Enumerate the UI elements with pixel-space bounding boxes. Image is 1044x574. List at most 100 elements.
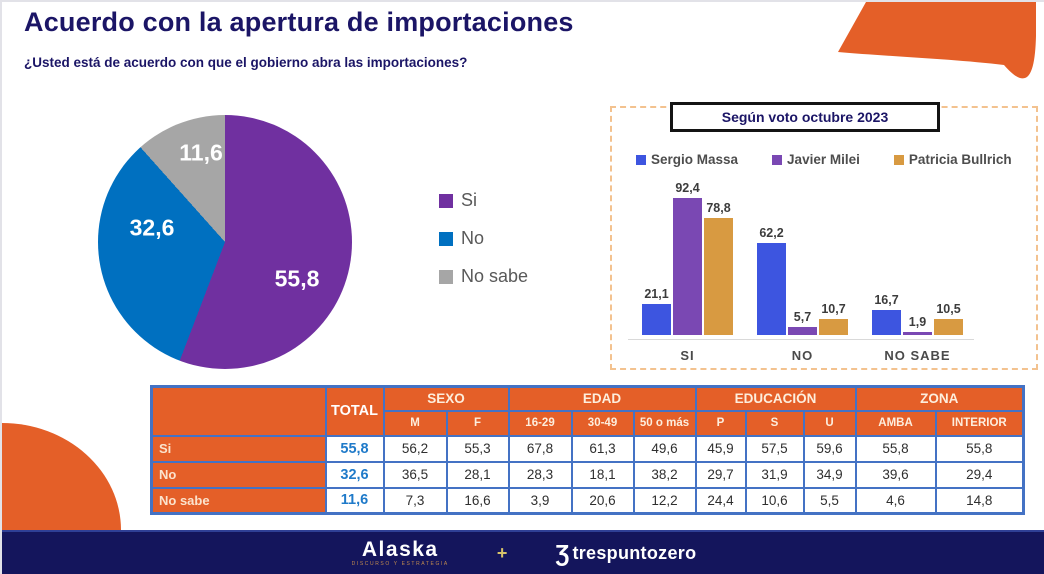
decor-shape-top-right: [838, 2, 1036, 79]
table-cell: 7,3: [382, 486, 448, 515]
bar-milei-si: [673, 198, 702, 335]
bar-massa-si: [642, 304, 671, 335]
bar-col: 21,1: [642, 287, 671, 335]
table-header-zona: ZONA: [854, 385, 1025, 412]
plus-icon: +: [496, 542, 508, 563]
table-subheader-m: M: [382, 409, 448, 437]
table-cell: 67,8: [507, 434, 573, 463]
table-cell: 56,2: [382, 434, 448, 463]
table-cell: 20,6: [570, 486, 635, 515]
pie-legend-label: Si: [461, 190, 478, 210]
bar-massa-nosabe: [872, 310, 901, 335]
table-cell: 11,6: [324, 486, 385, 515]
category-label-si: SI: [680, 348, 695, 363]
table-subheader-50omas: 50 o más: [632, 409, 697, 437]
row-label-nosabe: No sabe: [150, 486, 327, 515]
table-cell: 61,3: [570, 434, 635, 463]
table-subheader-amba: AMBA: [854, 409, 937, 437]
table-cell: 16,6: [445, 486, 510, 515]
survey-question: ¿Usted está de acuerdo con que el gobier…: [24, 55, 468, 70]
pie-legend-item-si: Si: [439, 190, 528, 211]
bar-value: 5,7: [793, 310, 812, 324]
legend-swatch-icon: [636, 154, 646, 165]
bar-col: 5,7: [788, 310, 817, 335]
pie-value-si: 55,8: [274, 265, 320, 292]
table-subheader-s: S: [744, 409, 805, 437]
alaska-logo: Alaska DISCURSO Y ESTRATEGIA: [352, 539, 449, 567]
category-label-no: NO: [791, 348, 814, 363]
table-cell: 10,6: [744, 486, 805, 515]
table-corner-cell: [150, 385, 327, 437]
bar-bullrich-no: [819, 319, 848, 335]
table-header-sexo: SEXO: [382, 385, 510, 412]
table-cell: 29,7: [694, 460, 747, 489]
x-axis-line: [628, 339, 974, 340]
bar-legend-label: Patricia Bullrich: [908, 152, 1012, 167]
table-cell: 5,5: [802, 486, 857, 515]
table-subheader-u: U: [802, 409, 857, 437]
bar-value: 21,1: [644, 287, 669, 301]
bar-group-si: 21,1 92,4 78,8: [642, 181, 733, 335]
bar-chart-title: Según voto octubre 2023: [721, 109, 889, 125]
table-cell: 57,5: [744, 434, 805, 463]
pie-legend: Si No No sabe: [439, 190, 528, 287]
row-label-si: Si: [150, 434, 327, 463]
page-title: Acuerdo con la apertura de importaciones: [24, 7, 574, 37]
table-header-total: TOTAL: [324, 385, 385, 437]
bar-group-no: 62,2 5,7 10,7: [757, 226, 848, 335]
bar-col: 16,7: [872, 293, 901, 335]
bar-bullrich-si: [704, 218, 733, 335]
bar-value: 16,7: [874, 293, 899, 307]
pie-legend-label: No: [461, 228, 485, 248]
table-cell: 14,8: [934, 486, 1025, 515]
bar-milei-no: [788, 327, 817, 335]
trespuntozero-logo-text: trespuntozero: [572, 542, 697, 563]
pie-legend-item-nosabe: No sabe: [439, 266, 528, 287]
demographics-table: TOTAL SEXO EDAD EDUCACIÓN ZONA M F 16-29…: [150, 385, 1026, 515]
bar-legend-item-milei: Javier Milei: [772, 152, 860, 167]
alaska-logo-text: Alaska: [361, 538, 439, 561]
bar-legend-item-bullrich: Patricia Bullrich: [893, 152, 1012, 167]
table-subheader-interior: INTERIOR: [934, 409, 1025, 437]
table-subheader-p: P: [694, 409, 747, 437]
table-cell: 38,2: [632, 460, 697, 489]
table-row: Si 55,8 56,2 55,3 67,8 61,3 49,6 45,9 57…: [150, 434, 1025, 463]
table-cell: 29,4: [934, 460, 1025, 489]
table-cell: 59,6: [802, 434, 857, 463]
table-cell: 55,8: [324, 434, 385, 463]
bar-value: 10,7: [821, 302, 846, 316]
table-cell: 12,2: [632, 486, 697, 515]
footer-bar: Alaska DISCURSO Y ESTRATEGIA + Ʒ trespun…: [2, 530, 1044, 574]
table-cell: 28,1: [445, 460, 510, 489]
bar-value: 78,8: [706, 201, 731, 215]
legend-swatch-icon: [893, 154, 904, 165]
trespuntozero-logo: Ʒ trespuntozero: [555, 540, 696, 567]
table-cell: 55,3: [445, 434, 510, 463]
pie-value-nosabe: 11,6: [179, 139, 223, 166]
table-row: No sabe 11,6 7,3 16,6 3,9 20,6 12,2 24,4…: [150, 486, 1025, 515]
bar-milei-nosabe: [903, 332, 932, 335]
table-cell: 4,6: [854, 486, 937, 515]
bar-legend-label: Javier Milei: [787, 152, 860, 167]
table-cell: 24,4: [694, 486, 747, 515]
pie-chart: [98, 115, 352, 369]
category-label-nosabe: NO SABE: [884, 348, 951, 363]
table-cell: 31,9: [744, 460, 805, 489]
pie-legend-item-no: No: [439, 228, 528, 249]
bar-massa-no: [757, 243, 786, 335]
legend-swatch-icon: [439, 193, 453, 208]
table-cell: 49,6: [632, 434, 697, 463]
bar-value: 62,2: [759, 226, 784, 240]
table-cell: 36,5: [382, 460, 448, 489]
bar-value: 1,9: [908, 315, 927, 329]
bar-col: 10,5: [934, 302, 963, 335]
bar-legend-label: Sergio Massa: [651, 152, 739, 167]
table-cell: 45,9: [694, 434, 747, 463]
table-subheader-f: F: [445, 409, 510, 437]
pie-legend-label: No sabe: [461, 266, 529, 286]
bar-group-nosabe: 16,7 1,9 10,5: [872, 293, 963, 335]
table-header-edad: EDAD: [507, 385, 697, 412]
table-row: No 32,6 36,5 28,1 28,3 18,1 38,2 29,7 31…: [150, 460, 1025, 489]
bar-col: 92,4: [673, 181, 702, 335]
